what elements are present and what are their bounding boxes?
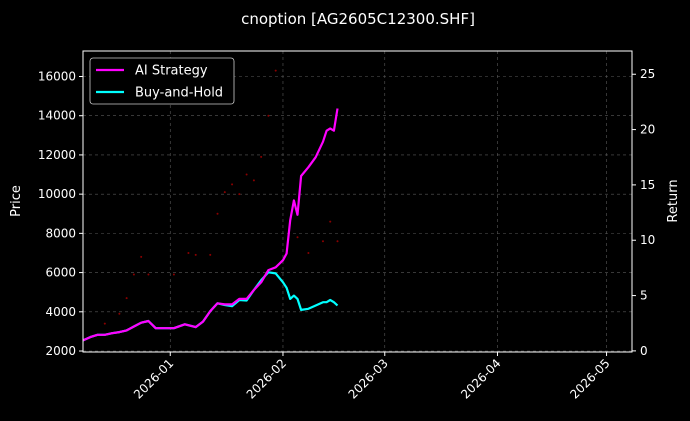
series-lines	[82, 108, 339, 342]
y-tick-label-left: 8000	[45, 226, 76, 240]
y-tick-label-left: 4000	[45, 305, 76, 319]
scatter-point	[296, 236, 299, 239]
y-tick-label-right: 0	[640, 344, 648, 358]
legend: AI Strategy Buy-and-Hold	[89, 57, 235, 105]
x-tick-label: 2026-04	[458, 356, 503, 401]
scatter-point	[118, 312, 121, 315]
scatter-point	[103, 322, 106, 325]
y-axis-label-right: Return	[666, 179, 681, 222]
x-tick-label: 2026-03	[346, 356, 391, 401]
x-tick-label: 2026-05	[567, 356, 612, 401]
y-tick-label-left: 6000	[45, 266, 76, 280]
scatter-point	[132, 273, 135, 276]
y-tick-label-left: 12000	[38, 148, 76, 162]
scatter-point	[209, 253, 212, 256]
y-tick-label-right: 25	[640, 67, 655, 81]
scatter-point	[223, 191, 226, 194]
y-tick-label-right: 5	[640, 289, 648, 303]
x-tick-label: 2026-02	[244, 356, 289, 401]
legend-label: AI Strategy	[135, 64, 208, 79]
scatter-point	[252, 179, 255, 182]
scatter-point	[147, 273, 150, 276]
scatter-point	[336, 240, 339, 243]
y-tick-label-left: 2000	[45, 344, 76, 358]
price-scatter	[103, 69, 339, 325]
series-line-buy-and-hold	[82, 271, 339, 342]
y-tick-label-left: 10000	[38, 187, 76, 201]
x-tick-label: 2026-01	[131, 356, 176, 401]
legend-box	[89, 57, 235, 105]
y-axis-label-left: Price	[9, 185, 24, 217]
scatter-point	[321, 240, 324, 243]
scatter-point	[329, 220, 332, 223]
scatter-point	[140, 255, 143, 258]
y-tick-label-left: 16000	[38, 69, 76, 83]
scatter-point	[216, 212, 219, 215]
y-tick-label-right: 20	[640, 123, 655, 137]
series-line-ai-strategy	[82, 108, 339, 342]
legend-label: Buy-and-Hold	[135, 86, 223, 101]
scatter-point	[260, 155, 263, 158]
scatter-point	[238, 193, 241, 196]
plot-frame	[82, 50, 633, 353]
scatter-point	[231, 183, 234, 186]
axes: 2000 4000 6000 8000 10000 12000 14000 16000 0 5 10…	[38, 67, 655, 401]
scatter-point	[307, 251, 310, 254]
scatter-point	[245, 173, 248, 176]
scatter-point	[274, 69, 277, 72]
y-tick-label-right: 10	[640, 233, 655, 247]
scatter-point	[125, 297, 128, 300]
scatter-point	[172, 273, 175, 276]
chart-title: cnoption [AG2605C12300.SHF]	[241, 10, 475, 28]
scatter-point	[194, 253, 197, 256]
scatter-point	[187, 251, 190, 254]
y-tick-label-right: 15	[640, 178, 655, 192]
scatter-point	[267, 114, 270, 117]
y-tick-label-left: 14000	[38, 109, 76, 123]
